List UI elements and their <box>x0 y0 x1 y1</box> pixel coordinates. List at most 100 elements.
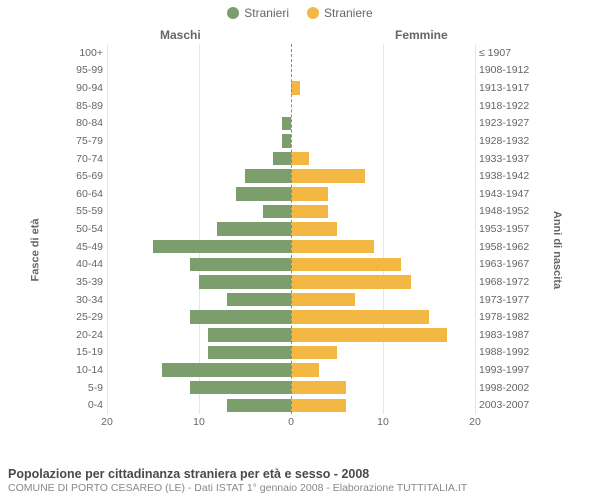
bar-female <box>291 169 365 182</box>
birth-label: 1923-1927 <box>475 117 535 129</box>
bar-zone-male <box>107 185 291 203</box>
bar-female <box>291 346 337 359</box>
bar-female <box>291 152 309 165</box>
bar-zone-female <box>291 379 475 397</box>
birth-label: 1968-1972 <box>475 276 535 288</box>
birth-label: 1928-1932 <box>475 135 535 147</box>
bar-male <box>236 187 291 200</box>
birth-label: 1913-1917 <box>475 82 535 94</box>
bar-female <box>291 399 346 412</box>
bar-female <box>291 240 374 253</box>
pyramid-row: 35-39 1968-1972 <box>65 273 535 291</box>
bar-male <box>190 258 291 271</box>
bar-zone-male <box>107 167 291 185</box>
bar-zone-male <box>107 397 291 415</box>
bar-zone-female <box>291 167 475 185</box>
age-label: 35-39 <box>65 276 107 288</box>
header-male: Maschi <box>160 28 201 42</box>
bar-male <box>208 346 291 359</box>
bar-female <box>291 275 411 288</box>
age-label: 25-29 <box>65 311 107 323</box>
bar-zone-male <box>107 344 291 362</box>
bar-male <box>273 152 291 165</box>
bar-female <box>291 363 319 376</box>
age-label: 0-4 <box>65 399 107 411</box>
legend-item-female: Straniere <box>307 6 373 20</box>
age-label: 95-99 <box>65 64 107 76</box>
pyramid-row: 85-891918-1922 <box>65 97 535 115</box>
birth-label: 1983-1987 <box>475 329 535 341</box>
bar-female <box>291 328 447 341</box>
bar-female <box>291 258 401 271</box>
y-axis-right-title: Anni di nascita <box>551 211 563 289</box>
bar-zone-male <box>107 361 291 379</box>
age-label: 100+ <box>65 47 107 59</box>
bar-male <box>227 399 291 412</box>
bar-zone-female <box>291 256 475 274</box>
pyramid-row: 5-91998-2002 <box>65 379 535 397</box>
birth-label: 1978-1982 <box>475 311 535 323</box>
legend: Stranieri Straniere <box>0 0 600 20</box>
pyramid-row: 20-24 1983-1987 <box>65 326 535 344</box>
age-label: 75-79 <box>65 135 107 147</box>
legend-label-male: Stranieri <box>244 6 289 20</box>
pyramid-row: 15-19 1988-1992 <box>65 344 535 362</box>
age-label: 55-59 <box>65 205 107 217</box>
pyramid-row: 40-44 1963-1967 <box>65 256 535 274</box>
bar-female <box>291 381 346 394</box>
pyramid-row: 45-491958-1962 <box>65 238 535 256</box>
age-label: 65-69 <box>65 170 107 182</box>
x-tick-label: 0 <box>288 416 294 428</box>
birth-label: 1963-1967 <box>475 258 535 270</box>
pyramid-row: 95-991908-1912 <box>65 62 535 80</box>
y-axis-left-title: Fasce di età <box>29 219 41 282</box>
x-tick-label: 10 <box>377 416 389 428</box>
pyramid-row: 80-841923-1927 <box>65 115 535 133</box>
chart-subtitle: COMUNE DI PORTO CESAREO (LE) - Dati ISTA… <box>8 482 592 494</box>
bar-male <box>153 240 291 253</box>
bar-zone-female <box>291 185 475 203</box>
bar-zone-female <box>291 79 475 97</box>
center-axis-line <box>291 44 292 414</box>
bar-zone-female <box>291 291 475 309</box>
age-label: 60-64 <box>65 188 107 200</box>
x-tick-label: 20 <box>469 416 481 428</box>
pyramid-row: 70-741933-1937 <box>65 150 535 168</box>
pyramid-row: 90-941913-1917 <box>65 79 535 97</box>
bar-zone-male <box>107 238 291 256</box>
birth-label: 1918-1922 <box>475 100 535 112</box>
bar-male <box>245 169 291 182</box>
birth-label: ≤ 1907 <box>475 47 535 59</box>
bar-zone-male <box>107 308 291 326</box>
pyramid-row: 55-591948-1952 <box>65 203 535 221</box>
legend-item-male: Stranieri <box>227 6 289 20</box>
footer: Popolazione per cittadinanza straniera p… <box>8 467 592 494</box>
age-label: 10-14 <box>65 364 107 376</box>
birth-label: 1988-1992 <box>475 346 535 358</box>
legend-label-female: Straniere <box>324 6 373 20</box>
age-label: 40-44 <box>65 258 107 270</box>
bar-male <box>282 117 291 130</box>
bar-zone-male <box>107 256 291 274</box>
bar-zone-male <box>107 97 291 115</box>
bar-zone-male <box>107 291 291 309</box>
bar-zone-female <box>291 344 475 362</box>
bar-zone-female <box>291 44 475 62</box>
bar-zone-female <box>291 273 475 291</box>
bar-zone-male <box>107 220 291 238</box>
bar-male <box>208 328 291 341</box>
bar-female <box>291 310 429 323</box>
x-axis-ticks: 201001020 <box>65 416 535 430</box>
birth-label: 1958-1962 <box>475 241 535 253</box>
bar-zone-female <box>291 397 475 415</box>
birth-label: 1938-1942 <box>475 170 535 182</box>
birth-label: 1953-1957 <box>475 223 535 235</box>
bar-male <box>217 222 291 235</box>
age-label: 15-19 <box>65 346 107 358</box>
bar-zone-male <box>107 62 291 80</box>
age-label: 50-54 <box>65 223 107 235</box>
chart-area: 100+ ≤ 1907 95-991908-191290-941913-191785… <box>65 44 535 434</box>
pyramid-row: 10-141993-1997 <box>65 361 535 379</box>
bar-zone-female <box>291 361 475 379</box>
age-label: 20-24 <box>65 329 107 341</box>
